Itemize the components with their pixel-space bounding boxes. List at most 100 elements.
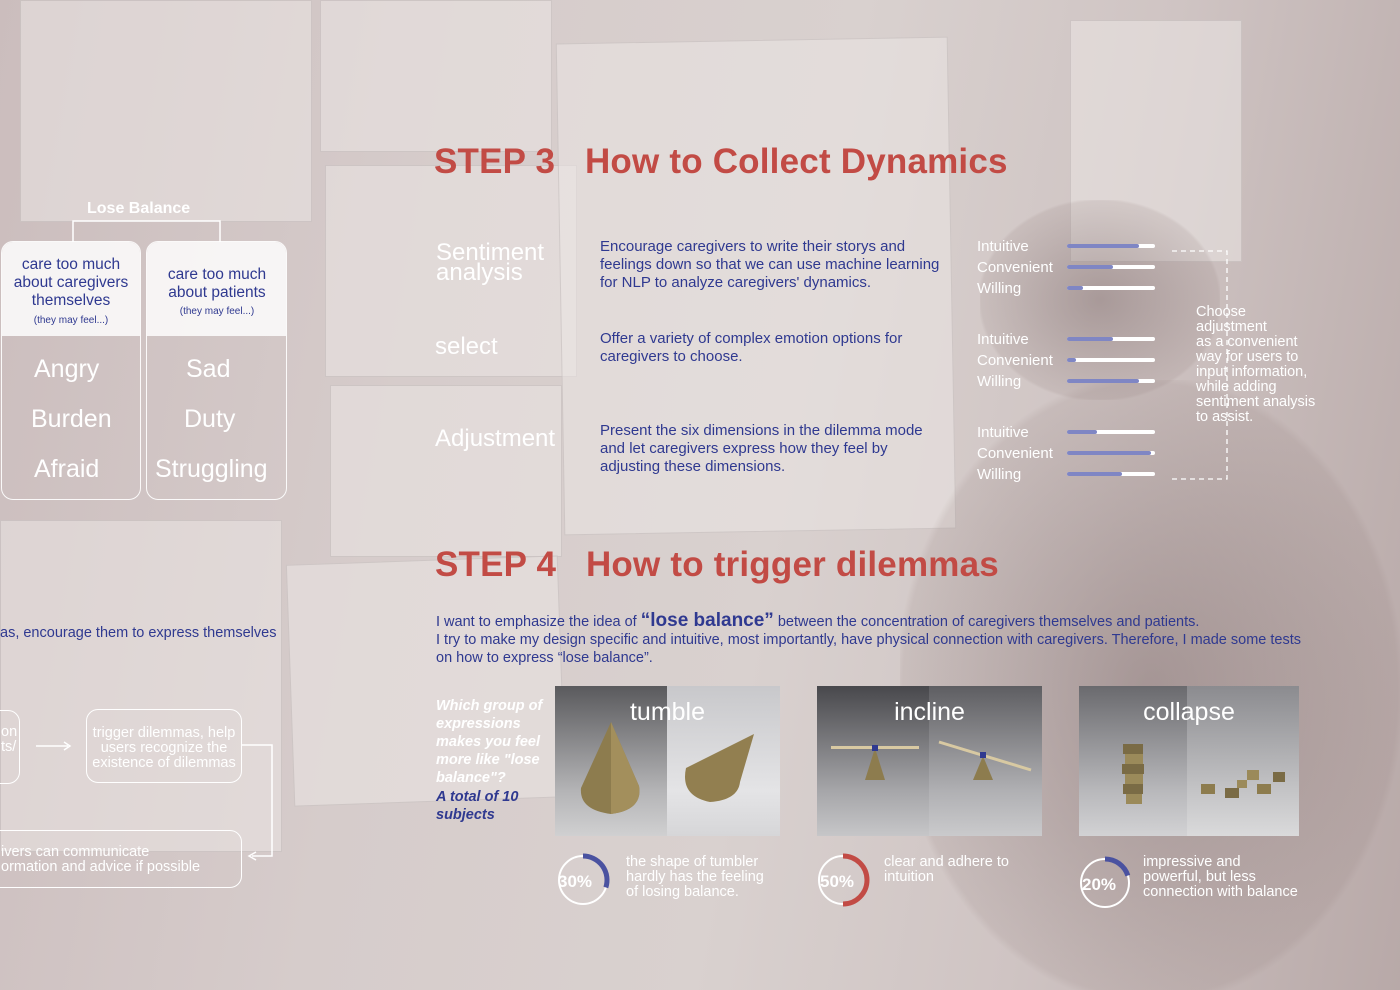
emotion-duty: Duty — [184, 405, 236, 433]
test-title: tumble — [629, 698, 706, 726]
choose-adjustment-note: Choose adjustment as a convenient way fo… — [1196, 304, 1316, 425]
metric-label: Willing — [977, 280, 1022, 297]
emotion-angry: Angry — [34, 355, 100, 383]
ring-arc — [1104, 856, 1131, 877]
lose-balance-title: Lose Balance — [87, 200, 191, 217]
step4-intro: I want to emphasize the idea of “lose ba… — [436, 610, 1316, 667]
emotion-sad: Sad — [186, 355, 231, 383]
step3-title: STEP 3 How to Collect Dynamics — [434, 142, 1008, 181]
metric-bar-fill — [1067, 379, 1140, 383]
flow-cut-text: on ts/ — [1, 724, 18, 755]
flow-trigger-text: trigger dilemmas, help users recognize t… — [92, 725, 236, 771]
metric-label: Convenient — [977, 259, 1053, 276]
patients-box-header — [147, 242, 286, 336]
percent-incline: 50% — [820, 872, 855, 891]
intro-text: I want to emphasize the idea of — [436, 614, 641, 630]
metric-bar — [1067, 265, 1155, 269]
survey-question: Which group of expressions makes you fee… — [436, 698, 543, 786]
test-title: collapse — [1143, 698, 1235, 726]
photo-half — [929, 686, 1042, 836]
intro-text-2: I try to make my design specific and int… — [436, 632, 1302, 666]
metric-label: Convenient — [977, 445, 1053, 462]
photo-half — [1187, 686, 1299, 836]
desc-sentiment-analysis: Encourage caregivers to write their stor… — [600, 238, 940, 291]
flow-communicate-text: ivers can communicate ormation and advic… — [1, 844, 201, 875]
metric-bar — [1067, 451, 1155, 455]
ring-arc — [842, 853, 870, 907]
metric-label: Willing — [977, 373, 1022, 390]
metric-bar-fill — [1067, 472, 1123, 476]
caregivers-box — [1, 241, 141, 500]
desc-select: Offer a variety of complex emotion optio… — [600, 330, 903, 365]
percent-ring-collapse — [1080, 856, 1131, 908]
desc-adjustment: Present the six dimensions in the dilemm… — [600, 422, 923, 475]
method-select: select — [435, 333, 498, 360]
metric-bar — [1067, 358, 1155, 362]
percent-ring-incline — [818, 853, 870, 907]
metric-bar — [1067, 472, 1155, 476]
metric-label: Intuitive — [977, 331, 1029, 348]
ring-arc — [582, 853, 610, 889]
metric-bar-fill — [1067, 451, 1152, 455]
metric-bar-fill — [1067, 358, 1076, 362]
emotion-afraid: Afraid — [34, 455, 100, 483]
intro-text: between the concentration of caregivers … — [773, 614, 1200, 630]
collapsed-blocks-icon — [1201, 770, 1285, 798]
bg-person — [900, 380, 1400, 990]
metric-label: Intuitive — [977, 424, 1029, 441]
flow-encourage-text: as, encourage them to express themselves — [0, 625, 277, 641]
metric-bar — [1067, 379, 1155, 383]
photo-tumble: tumble — [555, 686, 780, 836]
metric-bar-fill — [1067, 265, 1113, 269]
metric-bar — [1067, 337, 1155, 341]
dashed-bracket — [1172, 250, 1228, 480]
note-collapse: impressive and powerful, but less connec… — [1143, 854, 1298, 900]
patients-heading: care too much about patients — [167, 266, 267, 301]
percent-ring-tumble — [558, 853, 610, 905]
patients-box — [146, 241, 287, 500]
metric-bar-fill — [1067, 286, 1083, 290]
step4-title: STEP 4 How to trigger dilemmas — [435, 545, 999, 584]
bg-paper — [330, 385, 562, 557]
arrow-right-icon — [36, 741, 72, 751]
bg-paper — [325, 165, 577, 377]
method-sentiment-analysis: Sentiment analysis — [436, 239, 545, 286]
bg-paper — [320, 0, 552, 152]
tumbler-shape-icon — [580, 722, 640, 814]
intro-emphasis: “lose balance” — [640, 610, 774, 631]
test-title: incline — [894, 698, 965, 726]
caregivers-heading: care too much about caregivers themselve… — [13, 256, 129, 309]
metric-bar — [1067, 430, 1155, 434]
caregivers-sub: (they may feel...) — [33, 315, 109, 326]
survey-subjects: A total of 10 subjects — [436, 789, 519, 823]
flow-trigger-box: trigger dilemmas, help users recognize t… — [86, 709, 242, 783]
balance-beam-icon — [831, 745, 919, 780]
bg-paper — [0, 520, 282, 852]
balance-beam-tilted-icon — [938, 740, 1032, 780]
metric-label: Convenient — [977, 352, 1053, 369]
emotion-burden: Burden — [31, 405, 112, 433]
emotion-struggling: Struggling — [155, 455, 268, 483]
note-incline: clear and adhere to intuition — [884, 854, 1009, 885]
metric-bar — [1067, 286, 1155, 290]
lose-balance-bracket — [72, 220, 221, 242]
metric-label: Intuitive — [977, 238, 1029, 255]
bg-paper — [20, 0, 312, 222]
bg-paper — [1070, 20, 1242, 262]
flow-connector — [241, 744, 273, 861]
metric-bar — [1067, 244, 1155, 248]
bg-person — [980, 200, 1220, 400]
metric-bar-fill — [1067, 244, 1140, 248]
metric-bar-fill — [1067, 337, 1113, 341]
tumbler-tilted-icon — [685, 734, 754, 802]
method-adjustment: Adjustment — [435, 425, 556, 452]
caregivers-box-header — [2, 242, 140, 336]
flow-communicate-box: ivers can communicate ormation and advic… — [0, 830, 242, 888]
percent-tumble: 30% — [558, 872, 593, 891]
photo-collapse: collapse — [1079, 686, 1299, 836]
flow-cut-box: on ts/ — [0, 710, 20, 784]
note-tumble: the shape of tumbler hardly has the feel… — [626, 854, 764, 900]
block-tower-icon — [1122, 744, 1144, 804]
metric-bar-fill — [1067, 430, 1097, 434]
